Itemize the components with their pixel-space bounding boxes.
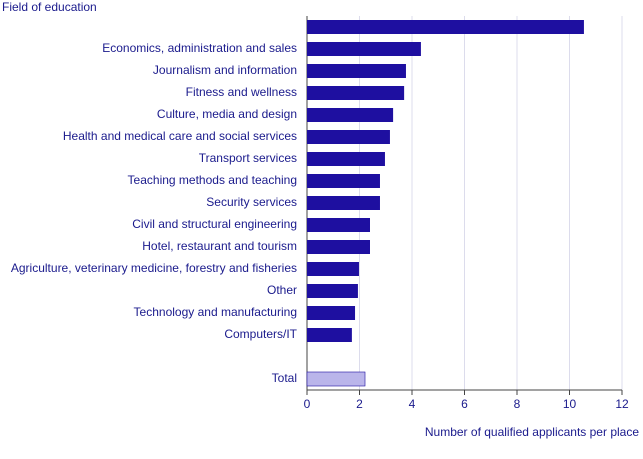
bar [307, 86, 405, 100]
y-tick-label: Total [272, 371, 297, 385]
y-tick-label: Journalism and information [153, 63, 297, 77]
y-axis-title: Field of education [2, 0, 97, 14]
y-tick-label: Technology and manufacturing [134, 305, 297, 319]
y-tick-label: Economics, administration and sales [102, 41, 297, 55]
bar [307, 174, 380, 188]
bar [307, 262, 359, 276]
bar [307, 196, 380, 210]
bar [307, 108, 394, 122]
y-tick-label: Fitness and wellness [186, 85, 297, 99]
bar [307, 42, 421, 56]
bar [307, 240, 370, 254]
y-tick-label: Security services [206, 195, 297, 209]
y-tick-label: Civil and structural engineering [132, 217, 297, 231]
bar [307, 306, 356, 320]
y-tick-label: Health and medical care and social servi… [63, 129, 297, 143]
bar [307, 284, 358, 298]
y-tick-label: Hotel, restaurant and tourism [142, 239, 297, 253]
bar [307, 218, 370, 232]
x-tick-label: 6 [461, 397, 468, 411]
x-tick-label: 0 [304, 397, 311, 411]
y-tick-label: Other [267, 283, 297, 297]
y-tick-label: Culture, media and design [157, 107, 297, 121]
bar [307, 130, 390, 144]
bar [307, 328, 352, 342]
x-tick-label: 8 [514, 397, 521, 411]
x-tick-label: 10 [563, 397, 577, 411]
x-tick-label: 2 [356, 397, 363, 411]
bar [307, 20, 584, 34]
bar [307, 152, 385, 166]
y-tick-label: Teaching methods and teaching [128, 173, 297, 187]
y-tick-label: Agriculture, veterinary medicine, forest… [11, 261, 297, 275]
bar [307, 64, 406, 78]
x-tick-label: 4 [409, 397, 416, 411]
x-tick-label: 12 [615, 397, 629, 411]
y-tick-label: Computers/IT [224, 327, 297, 341]
bar [306, 371, 366, 387]
y-tick-label: Transport services [199, 151, 297, 165]
x-axis-title: Number of qualified applicants per place [425, 425, 639, 439]
